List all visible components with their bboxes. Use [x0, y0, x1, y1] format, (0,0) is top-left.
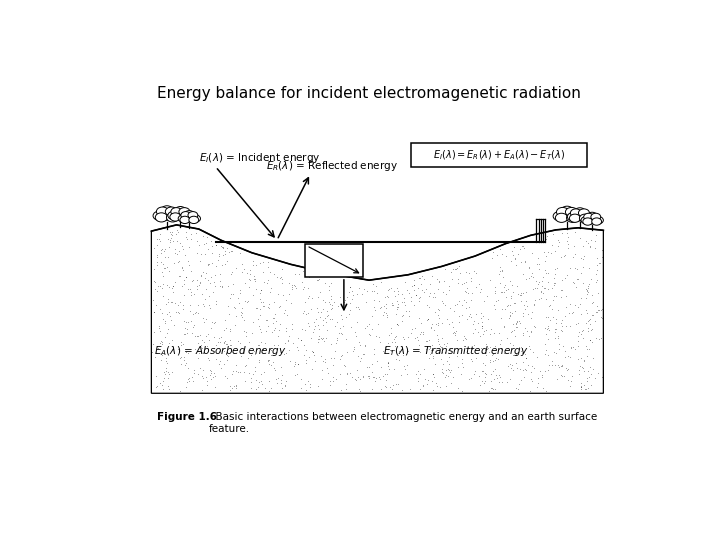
Circle shape	[569, 212, 581, 221]
Circle shape	[567, 213, 579, 222]
Circle shape	[191, 215, 200, 222]
Circle shape	[166, 213, 179, 222]
Circle shape	[578, 209, 590, 217]
Circle shape	[153, 211, 166, 220]
Circle shape	[178, 215, 188, 222]
Circle shape	[188, 212, 198, 219]
Circle shape	[580, 214, 590, 222]
Circle shape	[180, 216, 190, 224]
Circle shape	[156, 207, 168, 216]
Circle shape	[582, 218, 593, 225]
Circle shape	[184, 215, 194, 222]
Circle shape	[588, 212, 597, 220]
Circle shape	[567, 213, 578, 221]
Circle shape	[593, 217, 603, 224]
Text: Figure 1.6: Figure 1.6	[157, 412, 217, 422]
Circle shape	[175, 211, 186, 220]
Circle shape	[565, 207, 577, 217]
Circle shape	[581, 217, 591, 224]
Text: $E_A(\lambda)$ = Absorbed energy: $E_A(\lambda)$ = Absorbed energy	[154, 344, 287, 358]
Circle shape	[557, 207, 569, 217]
Circle shape	[584, 213, 593, 220]
Circle shape	[161, 206, 173, 215]
Circle shape	[582, 213, 593, 221]
Circle shape	[575, 208, 585, 216]
Bar	[305, 244, 364, 277]
Circle shape	[591, 213, 600, 220]
Circle shape	[592, 218, 602, 225]
Text: $E_R(\lambda)$ = Reflected energy: $E_R(\lambda)$ = Reflected energy	[266, 159, 397, 173]
Polygon shape	[151, 225, 603, 393]
Circle shape	[161, 211, 173, 220]
Circle shape	[166, 207, 178, 216]
Circle shape	[168, 211, 179, 220]
Circle shape	[561, 206, 573, 215]
Circle shape	[168, 211, 181, 220]
Text: Basic interactions between electromagnetic energy and an earth surface
feature.: Basic interactions between electromagnet…	[209, 412, 597, 434]
Circle shape	[184, 211, 194, 218]
Circle shape	[561, 212, 573, 221]
Circle shape	[179, 207, 190, 216]
Circle shape	[181, 212, 191, 219]
Circle shape	[175, 206, 186, 215]
Circle shape	[180, 213, 191, 221]
Circle shape	[156, 213, 168, 222]
Circle shape	[570, 209, 582, 217]
Text: $E_I(\lambda)$ = Incident energy: $E_I(\lambda)$ = Incident energy	[199, 151, 320, 165]
Text: $E_I(\lambda) = E_R(\lambda) + E_A(\lambda) - E_T(\lambda)$: $E_I(\lambda) = E_R(\lambda) + E_A(\lamb…	[433, 148, 564, 161]
Circle shape	[555, 213, 567, 222]
Circle shape	[171, 207, 182, 216]
Circle shape	[170, 213, 181, 221]
Circle shape	[553, 212, 565, 221]
Bar	[411, 143, 587, 167]
Text: Energy balance for incident electromagenetic radiation: Energy balance for incident electromagen…	[157, 85, 581, 100]
Circle shape	[588, 217, 597, 224]
Circle shape	[570, 214, 580, 222]
Circle shape	[182, 211, 193, 220]
Circle shape	[575, 213, 585, 221]
Circle shape	[189, 216, 199, 224]
Text: $E_T(\lambda)$ = Transmitted energy: $E_T(\lambda)$ = Transmitted energy	[383, 344, 528, 358]
